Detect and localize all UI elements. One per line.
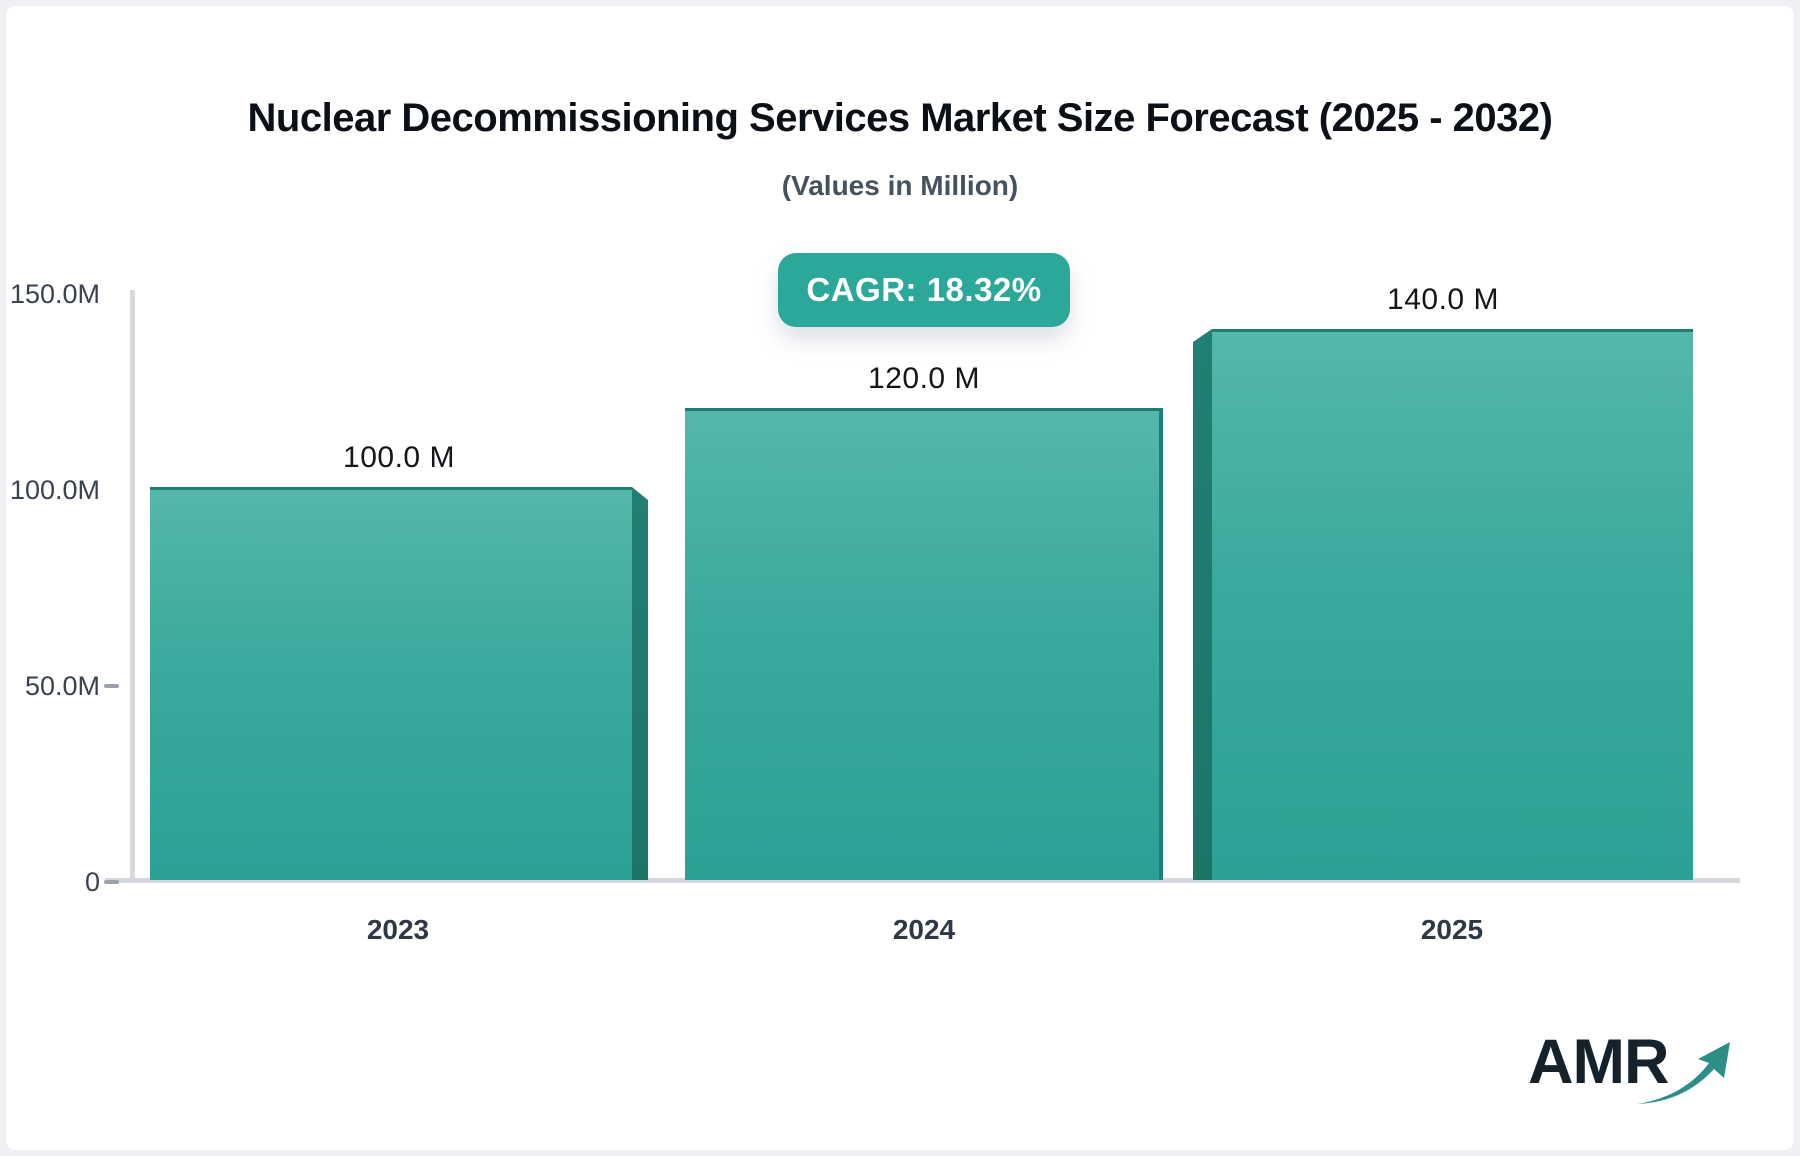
bar-2025 [1212,329,1693,880]
y-axis-line [130,290,135,883]
x-category-label-2025: 2025 [1420,914,1484,945]
y-tick-mark-50 [104,684,119,688]
x-axis-line [105,878,1740,883]
cagr-badge-label: CAGR: 18.32% [806,271,1042,308]
bar-value-label-2023: 100.0 M [343,441,455,474]
bar-value-label-2024: 120.0 M [868,362,980,395]
bar-2023 [150,487,632,880]
growth-arrow-icon [1636,1042,1730,1104]
bar-value-label-2025: 140.0 M [1387,283,1499,316]
y-tick-label-150: 150.0M [9,279,100,309]
y-tick-label-0: 0 [84,867,100,897]
amr-logo: AMR [1528,1027,1730,1122]
y-tick-mark-0 [104,880,119,884]
y-tick-label-100: 100.0M [9,475,100,505]
x-category-label-2023: 2023 [366,914,430,945]
x-category-label-2024: 2024 [892,914,956,945]
bar-2023-side [632,487,648,880]
bar-2025-side [1193,329,1212,880]
cagr-badge: CAGR: 18.32% [778,253,1070,327]
amr-logo-text: AMR [1528,1027,1669,1097]
y-tick-label-50: 50.0M [24,671,100,701]
chart-title: Nuclear Decommissioning Services Market … [247,96,1553,140]
chart-subtitle: (Values in Million) [781,170,1019,201]
bar-2024 [685,408,1163,880]
